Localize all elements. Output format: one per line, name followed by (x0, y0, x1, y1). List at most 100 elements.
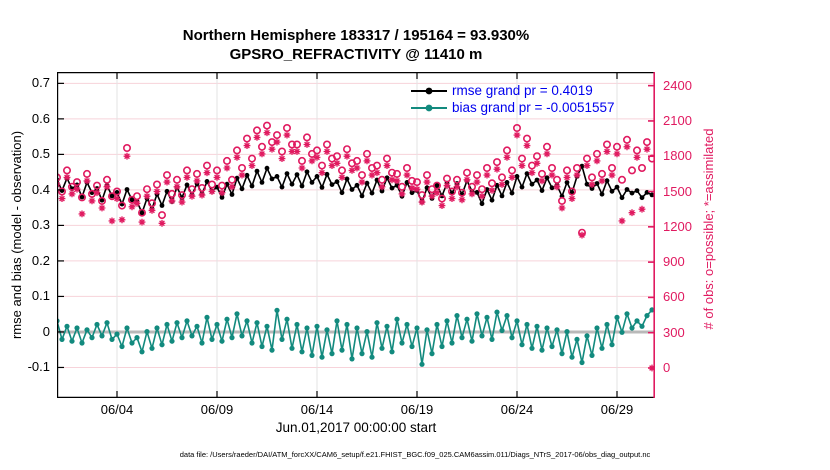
bias-point (439, 343, 445, 350)
bias-point (474, 311, 480, 317)
rmse-point (279, 184, 285, 190)
possible-point (648, 154, 655, 163)
possible-point (477, 185, 486, 194)
rmse-point (514, 174, 520, 179)
possible-point (72, 178, 81, 187)
bias-point (219, 338, 225, 344)
possible-point (622, 135, 631, 144)
possible-point (372, 161, 381, 170)
possible-point (402, 164, 411, 173)
possible-point (407, 176, 416, 185)
bias-point (464, 316, 470, 322)
bias-point (189, 333, 195, 339)
right-tick-label: 900 (663, 254, 685, 270)
bias-point (604, 321, 610, 328)
bias-point (509, 335, 515, 341)
left-tick-label: 0.6 (31, 110, 50, 126)
bias-point (534, 323, 540, 329)
title-line-2: GPSRO_REFRACTIVITY @ 11410 m (229, 46, 483, 63)
rmse-point (259, 180, 265, 185)
possible-point (592, 149, 601, 158)
possible-point (517, 154, 526, 163)
bias-point (194, 323, 200, 329)
bias-point (539, 347, 545, 353)
left-tick-label: 0.7 (31, 75, 50, 91)
rmse-point (349, 187, 355, 192)
bias-point (209, 336, 215, 342)
rmse-point (639, 195, 645, 201)
rmse-point (269, 176, 275, 182)
bias-point (294, 321, 300, 328)
bias-point (234, 311, 240, 317)
rmse-point (624, 187, 630, 192)
plot-area (57, 72, 655, 398)
bias-point (279, 336, 285, 342)
bias-point (649, 307, 655, 313)
bias-point (349, 356, 355, 362)
possible-point (547, 164, 556, 173)
data-file-path: data file: /Users/raeder/DAI/ATM_forcXX/… (179, 450, 651, 459)
rmse-point (599, 191, 605, 197)
rmse-point (334, 179, 340, 185)
possible-point (632, 146, 641, 155)
right-tick-label: 2100 (663, 112, 692, 128)
bias-point (114, 331, 120, 337)
possible-point (163, 171, 172, 180)
rmse-point (549, 185, 555, 191)
rmse-point (479, 201, 485, 207)
possible-point (582, 154, 591, 163)
possible-point (143, 185, 152, 194)
possible-point (387, 168, 396, 177)
possible-point (612, 142, 621, 151)
possible-point (532, 152, 541, 161)
possible-point (218, 181, 227, 190)
bias-point (169, 338, 175, 344)
rmse-point (649, 192, 655, 198)
possible-point (238, 164, 247, 173)
possible-point (158, 211, 167, 220)
bias-point (149, 345, 155, 351)
possible-point (617, 175, 626, 184)
bias-point (424, 327, 430, 333)
possible-point (293, 140, 302, 149)
bias-point (494, 309, 500, 315)
possible-point (337, 166, 346, 175)
possible-point (452, 175, 461, 184)
bias-point (409, 343, 415, 350)
bias-point (79, 340, 85, 346)
rmse-point (354, 182, 360, 188)
bias-point (144, 329, 150, 335)
possible-point (77, 193, 86, 202)
possible-point (173, 175, 182, 184)
bias-point (374, 320, 380, 326)
possible-point (567, 187, 576, 196)
bias-point (624, 311, 630, 317)
possible-point (138, 208, 147, 217)
bias-point (184, 318, 190, 324)
left-tick-label: 0.4 (31, 181, 50, 197)
bias-point (589, 352, 595, 358)
legend: rmse grand pr = 0.4019 bias grand pr = -… (410, 82, 615, 116)
bias-point (299, 349, 305, 355)
bias-point (544, 325, 550, 331)
possible-point (447, 187, 456, 196)
bias-point (634, 318, 640, 324)
possible-point (92, 181, 101, 190)
rmse-point (489, 197, 495, 203)
rmse-point (204, 179, 210, 184)
rmse-point (474, 190, 480, 195)
rmse-point (304, 169, 310, 175)
possible-point (117, 201, 126, 210)
bias-point (434, 321, 440, 328)
assimilated-points (57, 129, 655, 372)
bias-point (644, 313, 650, 319)
possible-point (273, 131, 282, 140)
bias-point (199, 340, 205, 346)
rmse-point (499, 193, 505, 199)
bias-point (449, 340, 455, 346)
bias-point (129, 340, 135, 346)
possible-point (208, 180, 217, 189)
bias-point (444, 318, 450, 324)
possible-point (437, 194, 446, 203)
possible-point (322, 140, 331, 149)
